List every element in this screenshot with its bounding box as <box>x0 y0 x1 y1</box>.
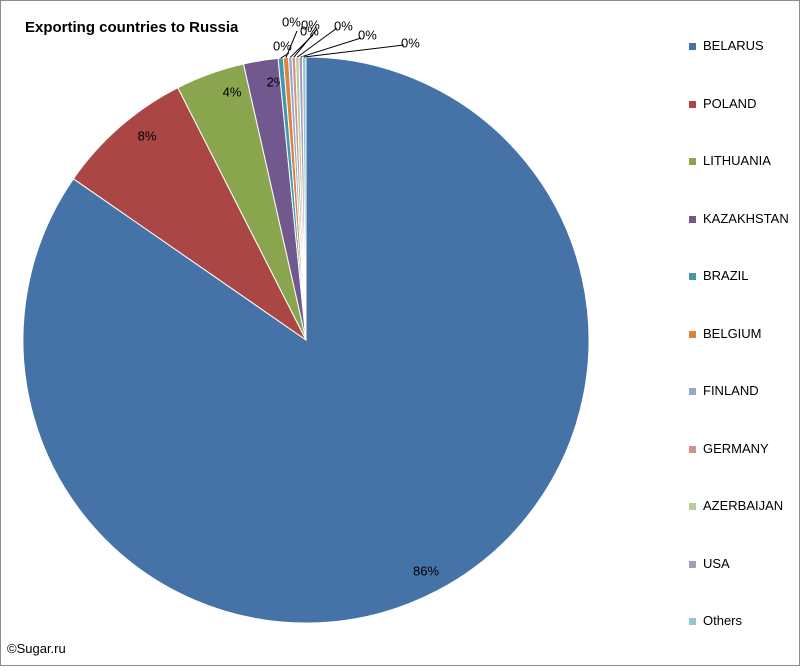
legend-item-azerbaijan: AZERBAIJAN <box>689 498 789 556</box>
legend-item-poland: POLAND <box>689 96 789 154</box>
data-label-poland: 8% <box>138 128 157 143</box>
legend-swatch <box>689 330 696 338</box>
legend-label: BRAZIL <box>703 268 749 283</box>
legend-swatch <box>689 503 696 510</box>
data-label-lithuania: 4% <box>223 84 242 99</box>
legend-swatch <box>689 43 696 50</box>
data-label-brazil: 0% <box>273 38 292 53</box>
legend-swatch <box>689 388 696 395</box>
legend-item-germany: GERMANY <box>689 441 789 499</box>
legend-label: FINLAND <box>703 383 759 398</box>
leader-line-belgium <box>285 30 298 58</box>
data-label-germany: 0% <box>301 17 320 32</box>
legend-label: USA <box>703 555 730 571</box>
legend-label: BELGIUM <box>703 325 762 341</box>
legend-item-lithuania: LITHUANIA <box>689 153 789 211</box>
legend-item-finland: FINLAND <box>689 383 789 441</box>
legend-item-usa: USA <box>689 556 789 614</box>
legend-swatch <box>689 215 696 223</box>
legend-item-belgium: BELGIUM <box>689 326 789 384</box>
data-label-usa: 0% <box>358 27 377 42</box>
legend-swatch <box>689 158 696 165</box>
legend-label: POLAND <box>703 95 757 111</box>
leader-line-azerbaijan <box>296 27 338 58</box>
legend-item-belarus: BELARUS <box>689 38 789 96</box>
legend-swatch <box>689 560 696 568</box>
legend-swatch <box>689 273 696 280</box>
data-label-finland: 0% <box>300 23 319 38</box>
leader-line-germany <box>293 28 318 58</box>
pie-slice-poland <box>72 87 307 341</box>
legend-label: BELARUS <box>703 38 764 53</box>
legend-item-others: Others <box>689 613 789 671</box>
legend-label: AZERBAIJAN <box>703 498 784 513</box>
data-label-belgium: 0% <box>282 14 301 29</box>
legend-swatch <box>689 618 696 625</box>
legend-label: LITHUANIA <box>703 153 771 168</box>
leader-line-others <box>304 44 405 58</box>
legend-swatch <box>689 100 696 108</box>
chart-title: Exporting countries to Russia <box>25 19 239 36</box>
legend-label: Others <box>703 613 743 628</box>
legend-item-kazakhstan: KAZAKHSTAN <box>689 211 789 269</box>
data-label-azerbaijan: 0% <box>334 18 353 33</box>
data-label-others: 0% <box>401 35 420 50</box>
data-label-belarus: 86% <box>413 563 439 578</box>
legend-label: KAZAKHSTAN <box>703 210 789 226</box>
credit-text: ©Sugar.ru <box>7 641 66 656</box>
legend: BELARUS POLAND LITHUANIA KAZAKHSTAN BRAZIL BE… <box>689 38 789 671</box>
legend-label: GERMANY <box>703 440 769 456</box>
legend-item-brazil: BRAZIL <box>689 268 789 326</box>
leader-line-usa <box>300 37 362 58</box>
legend-swatch <box>689 445 696 453</box>
